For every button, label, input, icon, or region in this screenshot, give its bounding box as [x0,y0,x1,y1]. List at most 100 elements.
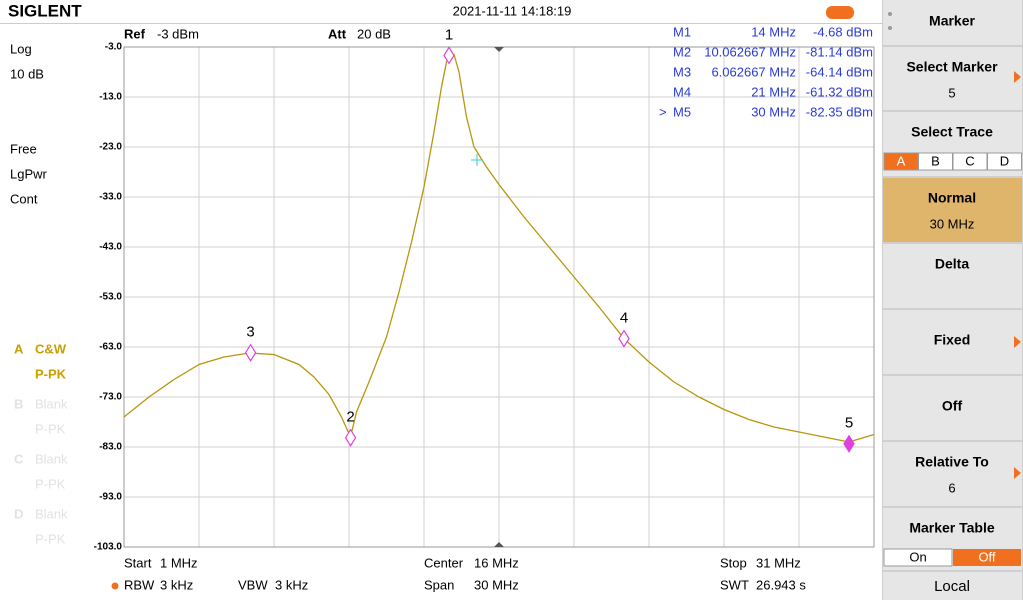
marker-tag: 3 [246,324,254,341]
button-bg [883,310,1022,374]
tab-label: B [931,153,940,168]
marker-table-button[interactable]: Marker Table On Off [883,508,1022,570]
brand: SIGLENT [8,1,82,20]
button-label: Relative To [915,454,989,470]
y-tick-label: -3.0 [105,42,123,53]
normal-button[interactable]: Normal 30 MHz [883,178,1022,242]
marker-tag: 5 [845,415,853,432]
tab-label: C [965,153,974,168]
swt-label: SWT [720,577,749,592]
tab-label: D [1000,153,1009,168]
center: 16 MHz [474,555,519,570]
y-tick-label: -53.0 [99,292,122,303]
marker-level: -81.14 dBm [806,44,873,59]
trace-mode: C&W [35,341,67,356]
rbw-dot [111,582,119,590]
center-label: Center [424,555,464,570]
marker-diamond [843,434,855,453]
button-label: Select Marker [906,59,998,75]
detector-setting: LgPwr [10,166,48,181]
button-value: 30 MHz [930,216,975,231]
y-tick-label: -73.0 [99,392,122,403]
toggle-off-bg [953,549,1021,566]
trace-letter: B [14,396,23,411]
off-button[interactable]: Off [883,376,1022,440]
dot [888,26,892,30]
fixed-button[interactable]: Fixed [883,310,1022,374]
arrow [1014,467,1021,479]
trace-detector: P-PK [35,476,66,491]
trace-mode: Blank [35,506,68,521]
marker-level: -61.32 dBm [806,84,873,99]
tab-label: A [897,153,906,168]
toggle-on: On [909,549,926,564]
marker-level: -4.68 dBm [813,24,873,39]
button-bg [883,572,1022,600]
tab-bg [987,152,1022,171]
swt: 26.943 s [756,577,806,592]
att-value: 20 dB [357,26,391,41]
att-label: Att [328,26,347,41]
y-tick-label: -103.0 [94,542,123,553]
marker-level: -82.35 dBm [806,104,873,119]
active-pointer: > [659,104,667,119]
select-marker-button[interactable]: Select Marker 5 [883,47,1022,110]
select-trace-button[interactable]: Select Trace A B C D [883,112,1022,176]
button-label: Fixed [934,332,971,348]
marker-freq: 10.062667 MHz [704,44,796,59]
rbw: 3 kHz [160,577,193,592]
marker-diamond [344,428,357,447]
button-value: 6 [948,480,955,495]
button-label: Off [942,398,963,414]
trace-detector: P-PK [35,366,67,381]
button-label: Marker Table [909,520,995,536]
arrow [1014,71,1021,83]
button-bg [883,47,1022,110]
detector-setting: Free [10,141,37,156]
y-tick-label: -93.0 [99,492,122,503]
center-top-mark [494,47,504,52]
arrow [1014,336,1021,348]
button-label: Select Trace [911,124,993,140]
marker-freq: 6.062667 MHz [711,64,796,79]
marker-name: M2 [673,44,691,59]
trace-detector: P-PK [35,531,66,546]
stop-label: Stop [720,555,747,570]
trace-letter: C [14,451,24,466]
ref-value: -3 dBm [157,26,199,41]
span-label: Span [424,577,454,592]
toggle-on-bg [883,548,953,567]
rbw-label: RBW [124,577,155,592]
trace-tabs: A B C D [883,152,1022,171]
background [0,0,882,600]
marker-diamond [618,329,630,348]
trace-letter: A [14,341,24,356]
header-rule [0,23,882,24]
y-tick-label: -63.0 [99,342,122,353]
menu-marker: Marker [883,0,1022,45]
marker-tag: 2 [346,409,354,426]
marker-name: M3 [673,64,691,79]
marker-tag: 4 [620,310,628,327]
datetime: 2021-11-11 14:18:19 [453,3,572,18]
marker-tag: 1 [445,26,453,43]
marker-diamond [244,343,257,362]
local-button[interactable]: Local [883,572,1022,600]
y-tick-label: -33.0 [99,192,122,203]
marker-diamond [443,46,455,65]
vbw: 3 kHz [275,577,308,592]
relative-to-button[interactable]: Relative To 6 [883,442,1022,506]
scale: Log [10,41,32,56]
marker-freq: 21 MHz [751,84,796,99]
trace-mode: Blank [35,451,68,466]
span: 30 MHz [474,577,519,592]
crosshair [471,154,483,166]
marker-name: M1 [673,24,691,39]
button-bg [883,178,1022,242]
trace-mode: Blank [35,396,68,411]
stop: 31 MHz [756,555,801,570]
button-bg [883,244,1022,308]
center-bottom-mark [494,542,504,547]
delta-button[interactable]: Delta [883,244,1022,308]
